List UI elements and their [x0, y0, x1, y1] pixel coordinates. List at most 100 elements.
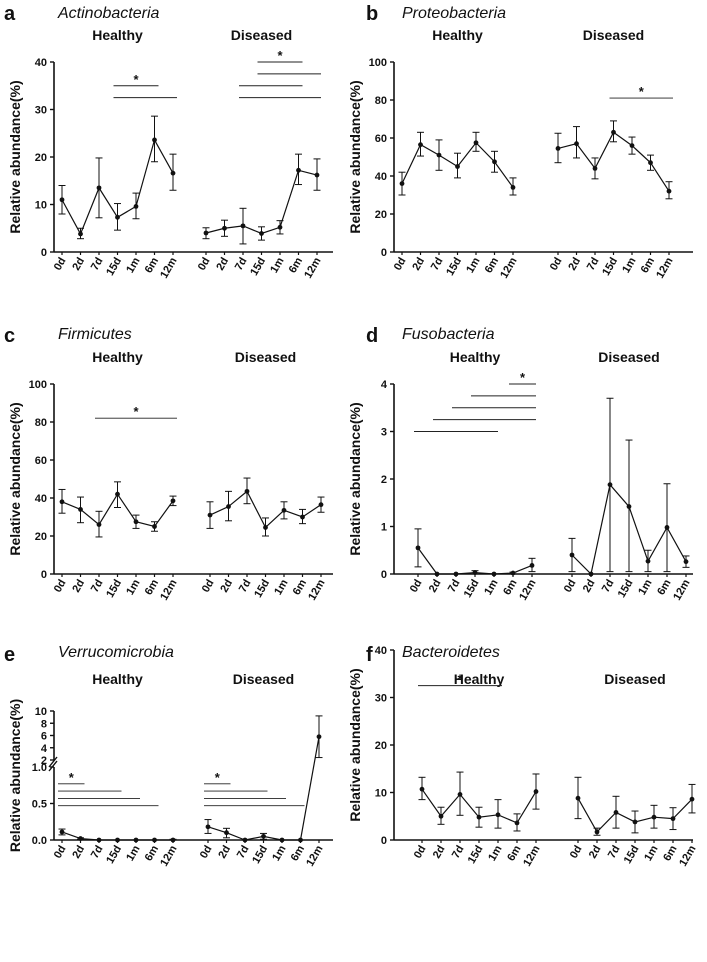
data-point: [170, 498, 176, 504]
data-point: [629, 143, 635, 149]
y-tick-label: 60: [35, 455, 47, 467]
data-point: [78, 231, 83, 237]
x-tick-label: 15d: [104, 578, 124, 600]
panel-letter-f: f: [366, 644, 373, 666]
x-tick-label: 15d: [462, 578, 482, 600]
y-tick-label: 60: [375, 133, 387, 145]
x-tick-label: 0d: [52, 256, 69, 273]
data-point: [648, 160, 653, 166]
x-tick-label: 12m: [517, 577, 539, 602]
y-tick-label: 0: [381, 569, 387, 581]
x-tick-label: 2d: [581, 578, 598, 595]
data-point: [152, 137, 157, 143]
data-point: [222, 225, 227, 231]
y-tick-label: 10: [35, 706, 47, 718]
series-healthy: [58, 481, 177, 538]
data-point: [133, 837, 139, 843]
x-tick-label: 7d: [600, 578, 617, 595]
series-diseased: [554, 120, 673, 200]
y-tick-label: 10: [35, 200, 47, 212]
group-label-diseased: Diseased: [604, 671, 665, 687]
x-tick-label: 7d: [606, 844, 623, 861]
panel-c: c Firmicutes Healthy Diseased Relative abund…: [4, 325, 333, 603]
data-point: [495, 812, 501, 818]
group-label-diseased: Diseased: [583, 27, 644, 43]
x-tick-label: 15d: [104, 256, 124, 278]
y-tick-label: 40: [35, 493, 47, 505]
data-point: [510, 185, 516, 190]
x-tick-label: 12m: [677, 843, 699, 868]
x-tick-label: 2d: [70, 844, 87, 861]
data-point: [588, 571, 594, 577]
data-point: [689, 796, 695, 802]
series-diseased: [574, 776, 696, 836]
panel-b: b Proteobacteria Healthy Diseased Relative a…: [347, 3, 693, 281]
y-axis-label: Relative abundance(%): [347, 668, 363, 821]
panel-f: f Bacteroidetes Healthy Diseased Relative ab…: [347, 644, 699, 869]
panel-title-b: Proteobacteria: [402, 5, 506, 22]
data-point: [316, 734, 322, 740]
x-tick-label: 0d: [196, 256, 213, 273]
data-point: [574, 141, 579, 147]
group-label-healthy: Healthy: [92, 671, 143, 687]
data-point: [651, 814, 657, 820]
data-point: [224, 830, 229, 836]
x-tick-label: 1m: [642, 843, 660, 863]
y-tick-label: 100: [369, 57, 387, 69]
x-tick-label: 0d: [412, 844, 429, 861]
x-tick-label: 15d: [248, 256, 268, 278]
x-tick-label: 12m: [306, 577, 328, 602]
x-tick-label: 6m: [661, 843, 679, 863]
data-point: [626, 504, 632, 509]
panel-letter-b: b: [366, 3, 378, 25]
data-point: [281, 507, 287, 513]
panel-title-d: Fusobacteria: [402, 326, 495, 343]
y-tick-label: 10: [375, 788, 387, 800]
significance-markers: **: [58, 770, 305, 807]
data-point: [261, 833, 266, 839]
data-point: [455, 164, 460, 169]
x-tick-label: 15d: [444, 256, 464, 278]
significance-star: *: [69, 770, 75, 785]
data-point: [115, 491, 120, 497]
x-tick-label: 0d: [392, 256, 409, 273]
data-point: [434, 571, 440, 577]
x-tick-label: 12m: [521, 843, 543, 868]
data-point: [152, 524, 157, 529]
x-tick-label: 1m: [124, 577, 142, 597]
significance-star: *: [215, 770, 221, 785]
data-point: [59, 197, 65, 203]
y-tick-label: 4: [381, 379, 388, 391]
x-tick-label: 6m: [655, 577, 673, 597]
y-tick-label: 2: [41, 755, 47, 767]
y-tick-label: 20: [375, 740, 387, 752]
x-tick-label: 15d: [600, 256, 620, 278]
x-tick-label: 1m: [270, 843, 288, 863]
data-point: [152, 837, 157, 843]
x-tick-label: 7d: [89, 844, 106, 861]
panel-a: a Actinobacteria Healthy Diseased Relative a…: [4, 3, 333, 281]
data-point: [78, 507, 83, 512]
x-tick-label: 0d: [408, 578, 425, 595]
data-point: [207, 512, 213, 518]
x-tick-label: 15d: [622, 844, 642, 866]
data-point: [244, 488, 250, 494]
series-healthy: [58, 828, 177, 843]
significance-markers: *: [414, 370, 536, 432]
data-point: [170, 170, 176, 176]
data-point: [569, 552, 575, 558]
data-point: [59, 829, 65, 835]
data-point: [592, 166, 598, 171]
data-point: [240, 223, 246, 229]
y-tick-label: 0: [41, 247, 47, 259]
x-tick-label: 0d: [198, 844, 215, 861]
data-point: [259, 231, 264, 236]
x-tick-label: 2d: [587, 844, 604, 861]
x-tick-label: 15d: [252, 578, 272, 600]
axis-break-mark: [48, 760, 58, 772]
x-tick-label: 2d: [70, 256, 87, 273]
x-tick-label: 12m: [654, 255, 676, 280]
y-tick-label: 6: [41, 731, 47, 743]
